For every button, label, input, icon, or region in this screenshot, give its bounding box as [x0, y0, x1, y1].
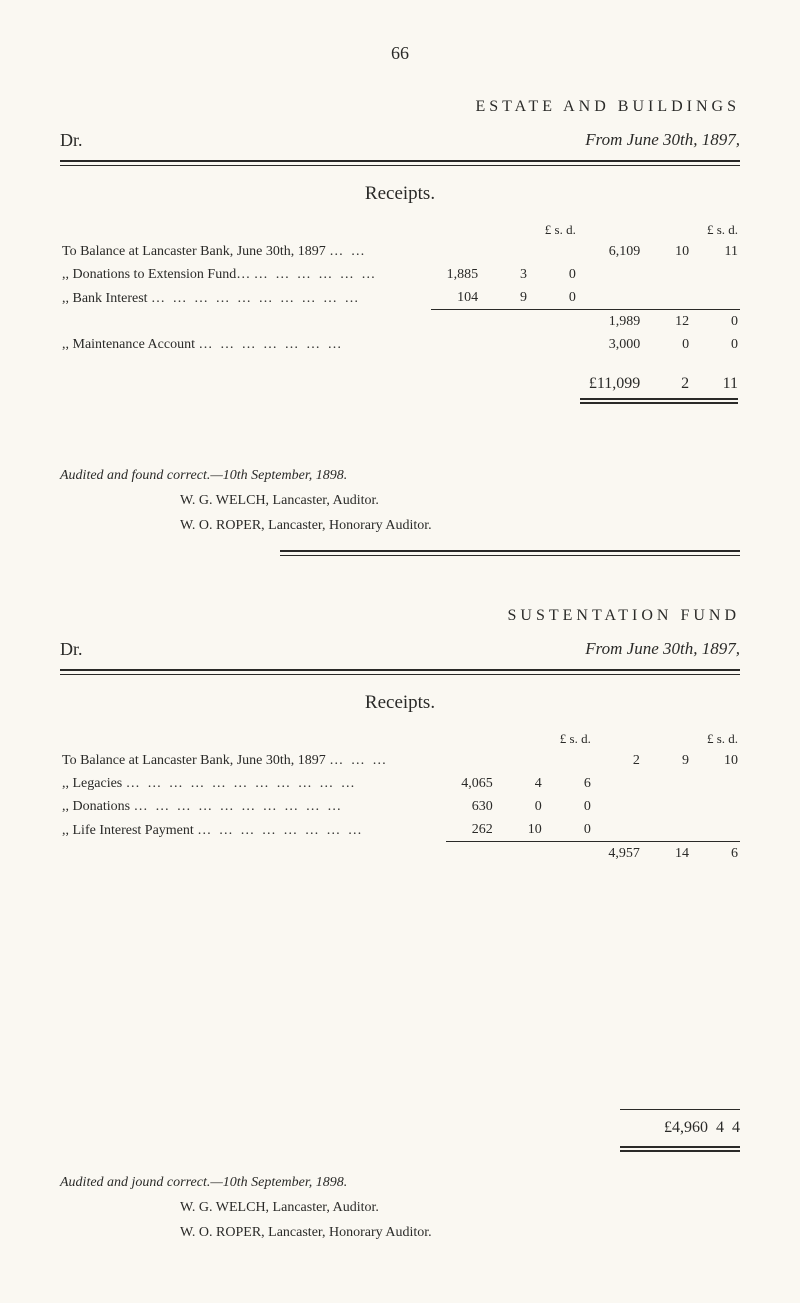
lsd-header: £ s. d. — [578, 219, 740, 241]
total-s: 2 — [642, 356, 691, 397]
rule — [60, 669, 740, 675]
amount-d: 0 — [529, 286, 578, 310]
audit-block: Audited and jound correct.—10th Septembe… — [60, 1172, 740, 1243]
amount-s: 14 — [642, 842, 691, 866]
from-label: From June 30th, 1897, — [585, 636, 740, 663]
total-d: 11 — [691, 356, 740, 397]
audit-block: Audited and found correct.—10th Septembe… — [60, 465, 740, 536]
total-row: £4,960 4 4 — [664, 1116, 740, 1140]
audit-line: Audited and jound correct.—10th Septembe… — [60, 1172, 740, 1193]
receipts-heading: Receipts. — [60, 180, 740, 209]
row-desc: ,, Maintenance Account — [62, 337, 195, 352]
lsd-header: £ s. d. — [446, 728, 593, 750]
amount-l: 262 — [446, 818, 495, 842]
leader-dots: … … … … … … … — [198, 337, 343, 352]
ledger-row: ,, Legacies … … … … … … … … … … … 4,065 … — [60, 772, 740, 795]
section1-subtitle: Dr. From June 30th, 1897, — [60, 127, 740, 154]
audit-name: W. G. WELCH, Lancaster, Auditor. — [180, 490, 740, 511]
total-l: £4,960 — [664, 1119, 708, 1136]
amount-s: 0 — [642, 333, 691, 356]
row-desc: To Balance at Lancaster Bank, June 30th,… — [62, 244, 326, 259]
amount-l: 1,989 — [578, 310, 642, 334]
short-rule — [620, 1109, 740, 1110]
ledger-row: ,, Donations to Extension Fund… … … … … … — [60, 263, 740, 286]
amount-d: 0 — [691, 310, 740, 334]
amount-d: 11 — [691, 240, 740, 263]
amount-d: 10 — [691, 749, 740, 772]
amount-l: 2 — [593, 749, 642, 772]
amount-s: 0 — [495, 795, 544, 818]
ledger-row: ,, Life Interest Payment … … … … … … … …… — [60, 818, 740, 842]
total-l: £11,099 — [578, 356, 642, 397]
ledger-row: ,, Bank Interest … … … … … … … … … … 104… — [60, 286, 740, 310]
row-desc: ,, Donations to Extension Fund… — [62, 267, 250, 282]
audit-name: W. G. WELCH, Lancaster, Auditor. — [180, 1197, 740, 1218]
ledger-row: ,, Donations … … … … … … … … … … 630 0 0 — [60, 795, 740, 818]
page-number: 66 — [60, 40, 740, 67]
ledger-row: 1,989 12 0 — [60, 310, 740, 334]
receipts-heading: Receipts. — [60, 689, 740, 718]
from-label: From June 30th, 1897, — [585, 127, 740, 154]
amount-s: 4 — [495, 772, 544, 795]
audit-name: W. O. ROPER, Lancaster, Honorary Auditor… — [180, 1222, 740, 1243]
section2-subtitle: Dr. From June 30th, 1897, — [60, 636, 740, 663]
total-d: 4 — [732, 1119, 740, 1136]
audit-name: W. O. ROPER, Lancaster, Honorary Auditor… — [180, 515, 740, 536]
amount-d: 0 — [529, 263, 578, 286]
lsd-header: £ s. d. — [593, 728, 740, 750]
row-desc: ,, Legacies — [62, 776, 122, 791]
amount-d: 0 — [691, 333, 740, 356]
leader-dots: … … … … … … … … … … — [151, 291, 361, 306]
dr-label: Dr. — [60, 127, 83, 154]
ledger-row: 4,957 14 6 — [60, 842, 740, 866]
amount-l: 3,000 — [578, 333, 642, 356]
leader-dots: … … — [329, 244, 367, 259]
amount-s: 9 — [642, 749, 691, 772]
amount-l: 104 — [431, 286, 480, 310]
amount-l: 4,957 — [593, 842, 642, 866]
amount-l: 6,109 — [578, 240, 642, 263]
total-row: £11,099 2 11 — [60, 356, 740, 397]
leader-dots: … … … … … … … … … … … — [126, 776, 357, 791]
amount-l: 630 — [446, 795, 495, 818]
row-desc: To Balance at Lancaster Bank, June 30th,… — [62, 753, 326, 768]
amount-s: 12 — [642, 310, 691, 334]
leader-dots: … … … … … … … … … … — [134, 799, 344, 814]
divider-rule — [280, 550, 740, 556]
ledger-row: To Balance at Lancaster Bank, June 30th,… — [60, 240, 740, 263]
heavy-rule — [580, 398, 738, 404]
row-desc: ,, Bank Interest — [62, 291, 148, 306]
amount-s: 10 — [495, 818, 544, 842]
section2-total-block: £4,960 4 4 — [60, 1109, 740, 1152]
row-desc: ,, Donations — [62, 799, 130, 814]
amount-s: 9 — [480, 286, 529, 310]
amount-d: 6 — [544, 772, 593, 795]
leader-dots: … … … … … … — [254, 267, 378, 282]
section1-title: ESTATE AND BUILDINGS — [60, 95, 740, 119]
lsd-header: £ s. d. — [431, 219, 578, 241]
amount-s: 10 — [642, 240, 691, 263]
ledger-table-2: £ s. d. £ s. d. To Balance at Lancaster … — [60, 728, 740, 866]
dr-label: Dr. — [60, 636, 83, 663]
rule — [60, 160, 740, 166]
total-s: 4 — [716, 1119, 724, 1136]
row-desc: ,, Life Interest Payment — [62, 823, 194, 838]
amount-l: 1,885 — [431, 263, 480, 286]
amount-d: 6 — [691, 842, 740, 866]
audit-line: Audited and found correct.—10th Septembe… — [60, 465, 740, 486]
amount-s: 3 — [480, 263, 529, 286]
leader-dots: … … … — [329, 753, 388, 768]
amount-d: 0 — [544, 795, 593, 818]
ledger-row: To Balance at Lancaster Bank, June 30th,… — [60, 749, 740, 772]
ledger-table-1: £ s. d. £ s. d. To Balance at Lancaster … — [60, 219, 740, 406]
section2-title: SUSTENTATION FUND — [60, 604, 740, 628]
ledger-row: ,, Maintenance Account … … … … … … … 3,0… — [60, 333, 740, 356]
heavy-rule — [620, 1146, 740, 1152]
leader-dots: … … … … … … … … — [197, 823, 364, 838]
amount-d: 0 — [544, 818, 593, 842]
amount-l: 4,065 — [446, 772, 495, 795]
